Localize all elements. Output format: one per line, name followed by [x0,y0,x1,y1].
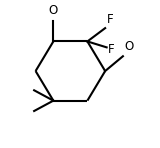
Text: F: F [108,43,115,56]
Text: F: F [107,13,113,26]
Text: O: O [124,40,134,53]
Text: O: O [49,4,58,17]
